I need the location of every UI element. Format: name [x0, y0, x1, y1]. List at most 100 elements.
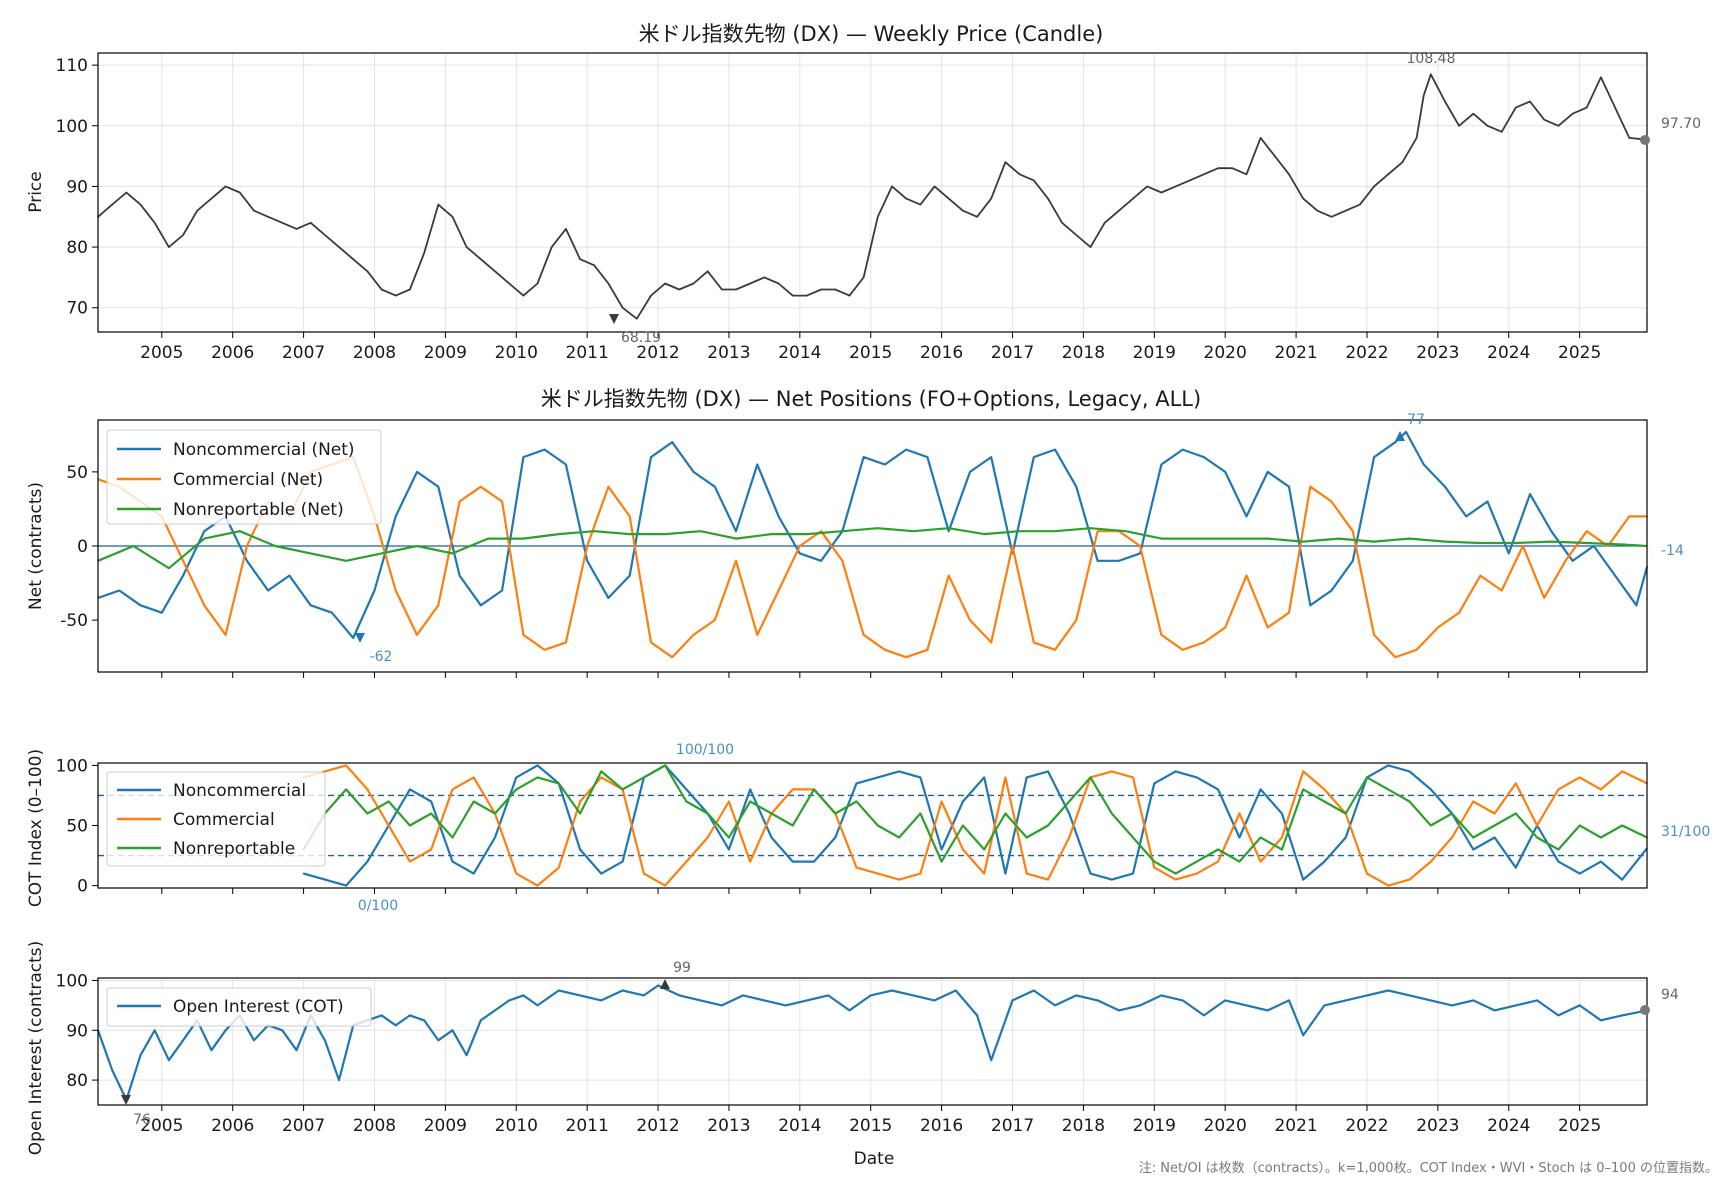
net-point-commercial — [1224, 626, 1226, 629]
xtick-label: 2020 — [1204, 1116, 1247, 1136]
open_interest-point-open_interest — [891, 989, 893, 992]
cot_index-point-nonreportable — [1578, 824, 1581, 827]
cot_index-point-commercial — [983, 872, 985, 875]
price-point-price — [947, 197, 950, 200]
net-point-nonreportable — [1550, 540, 1553, 543]
open_interest-point-open_interest — [536, 1004, 539, 1007]
cot_index-point-commercial — [409, 860, 411, 863]
cot_index-point-noncommercial — [1047, 770, 1049, 773]
net-point-commercial — [1330, 500, 1333, 503]
cot_index-point-noncommercial — [1515, 866, 1517, 869]
cot_index-point-commercial — [387, 824, 390, 827]
net-max-label: 77 — [1407, 412, 1425, 428]
open_interest-point-open_interest — [1033, 989, 1035, 992]
open_interest-point-open_interest — [168, 1059, 170, 1061]
price-point-price — [706, 270, 709, 273]
open_interest-point-open_interest — [437, 1039, 440, 1042]
net-point-commercial — [777, 589, 780, 592]
cot_index-point-nonreportable — [1323, 800, 1326, 803]
net-series-nonreportable — [97, 527, 1648, 570]
net-point-noncommercial — [820, 560, 822, 562]
net-point-nonreportable — [806, 533, 808, 535]
price-point-price — [1316, 209, 1319, 212]
net-point-nonreportable — [1444, 540, 1446, 543]
net-point-noncommercial — [288, 574, 291, 577]
open_interest-point-open_interest — [933, 999, 936, 1002]
net-point-commercial — [607, 485, 610, 488]
cot_index-point-noncommercial — [515, 776, 518, 779]
cot_index-point-commercial — [1004, 776, 1007, 779]
xtick-label: 2014 — [778, 343, 821, 363]
cot_index-point-commercial — [558, 866, 560, 869]
net-point-commercial — [1564, 560, 1567, 562]
cot_index-point-commercial — [791, 788, 794, 791]
cot_index-point-commercial — [1472, 800, 1475, 803]
net-point-nonreportable — [983, 533, 985, 535]
cot_index-point-nonreportable — [430, 812, 433, 815]
net-point-commercial — [1479, 574, 1482, 577]
cot_index-point-commercial — [324, 770, 326, 773]
open_interest-point-open_interest — [1515, 1004, 1517, 1007]
price-point-price — [1543, 118, 1545, 121]
cot_index-point-nonreportable — [1493, 824, 1496, 827]
cot_index-point-commercial — [1493, 812, 1496, 815]
net-point-commercial — [1160, 634, 1163, 636]
price-point-price — [338, 246, 340, 248]
xtick-label: 2006 — [211, 1116, 254, 1136]
net-min-label: -62 — [370, 649, 393, 665]
cot_index-point-nonreportable — [1238, 860, 1241, 863]
price-point-price — [1330, 216, 1333, 218]
cot_index-point-noncommercial — [1281, 812, 1283, 815]
cot-annotations: 100/100 0/100 31/100 — [358, 742, 1710, 914]
cot_index-point-noncommercial — [621, 860, 624, 863]
net-point-noncommercial — [267, 589, 269, 592]
cot_index-point-nonreportable — [1004, 812, 1007, 815]
xtick-label: 2023 — [1416, 1116, 1459, 1136]
cot_index-point-noncommercial — [1089, 872, 1092, 875]
net-point-commercial — [1628, 515, 1631, 518]
cot_index-point-commercial — [1600, 788, 1602, 791]
open_interest-point-open_interest — [721, 1004, 723, 1007]
price-point-price — [692, 282, 695, 285]
cot_index-point-commercial — [1174, 878, 1177, 881]
net-point-commercial — [182, 560, 184, 562]
xtick-label: 2006 — [211, 343, 254, 363]
oi-yticks: 80 90 100 — [56, 971, 98, 1091]
price-point-price — [791, 294, 794, 297]
price-point-price — [862, 276, 865, 279]
open_interest-point-open_interest — [1323, 1004, 1326, 1007]
cot_index-point-noncommercial — [366, 860, 369, 863]
net-point-commercial — [1011, 545, 1014, 547]
open_interest-point-open_interest — [281, 1029, 284, 1032]
cot_index-point-commercial — [1621, 770, 1623, 773]
price-point-price — [111, 203, 113, 206]
net-point-commercial — [1415, 649, 1418, 651]
net-point-nonreportable — [628, 533, 631, 535]
oi-legend: Open Interest (COT) — [106, 987, 372, 1027]
price-point-price — [933, 185, 936, 188]
open_interest-point-open_interest — [182, 1039, 184, 1042]
cot_index-point-noncommercial — [302, 872, 305, 875]
oi-legend-box — [106, 987, 372, 1027]
net-point-noncommercial — [969, 471, 971, 473]
xtick-label: 2008 — [353, 343, 396, 363]
open_interest-point-open_interest — [579, 994, 581, 997]
cot_index-point-nonreportable — [1259, 836, 1262, 839]
xtick-label: 2007 — [282, 343, 325, 363]
price-max-label: 108.48 — [1407, 51, 1456, 67]
open_interest-point-open_interest — [522, 994, 525, 997]
open_interest-point-open_interest — [955, 989, 957, 992]
price-point-price — [1628, 137, 1631, 139]
cot_index-point-noncommercial — [430, 800, 433, 803]
net-point-noncommercial — [1614, 574, 1616, 577]
net-point-noncommercial — [394, 515, 397, 518]
net-point-commercial — [1139, 545, 1141, 547]
price-point-price — [650, 294, 652, 297]
cot-max-label: 100/100 — [676, 742, 734, 758]
xtick-label: 2010 — [495, 343, 538, 363]
xtick-label: 2016 — [920, 343, 963, 363]
net-point-commercial — [565, 641, 567, 644]
open_interest-point-open_interest — [1203, 1014, 1205, 1017]
cot_index-point-nonreportable — [791, 824, 794, 827]
open_interest-point-open_interest — [1096, 999, 1099, 1002]
